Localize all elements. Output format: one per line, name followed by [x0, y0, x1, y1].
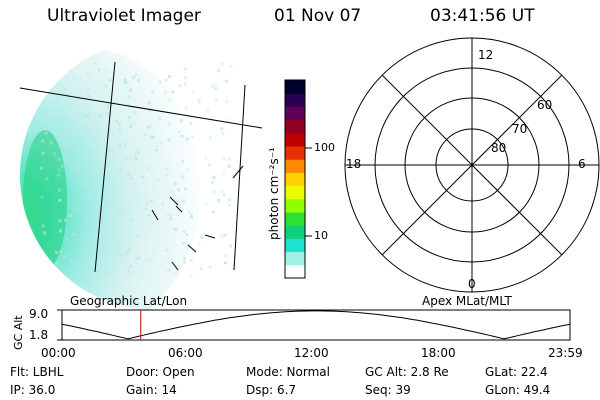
colorbar-segment [285, 159, 305, 173]
time-tick-1800: 18:00 [421, 346, 456, 360]
colorbar-segment [285, 146, 305, 160]
colorbar-segment [285, 212, 305, 226]
colorbar-segment [285, 119, 305, 134]
colorbar-tick-10: 10 [314, 229, 328, 242]
time-tick-2359: 23:59 [548, 346, 583, 360]
info-filter: Flt: LBHL [10, 365, 64, 379]
colorbar-segment [285, 93, 305, 107]
colorbar-unit-label: photon cm⁻²s⁻¹ [267, 147, 281, 240]
mlat-label-70: 70 [512, 122, 527, 136]
instrument-title: Ultraviolet Imager [47, 6, 201, 26]
image-caption: Geographic Lat/Lon [70, 294, 188, 308]
info-door: Door: Open [126, 365, 195, 379]
info-ip: IP: 36.0 [10, 383, 56, 397]
info-glat: GLat: 22.4 [485, 365, 548, 379]
info-seq: Seq: 39 [365, 383, 411, 397]
info-gc-alt: GC Alt: 2.8 Re [365, 365, 449, 379]
colorbar-segment [285, 264, 305, 279]
mlt-label-18: 18 [346, 157, 361, 171]
mlt-label-6: 6 [578, 157, 586, 171]
colorbar-tick-100: 100 [314, 141, 335, 154]
colorbar-segment [285, 80, 305, 94]
info-mode: Mode: Normal [246, 365, 330, 379]
time-tick-0000: 00:00 [41, 346, 76, 360]
colorbar-segment [285, 198, 305, 213]
altitude-tick-1-8: 1.8 [29, 328, 48, 342]
mlat-label-80: 80 [491, 141, 506, 155]
uv-image [20, 50, 260, 310]
mlat-label-60: 60 [537, 98, 552, 112]
polar-plot [344, 37, 600, 293]
altitude-tick-9: 9.0 [29, 307, 48, 321]
polar-caption: Apex MLat/MLT [422, 294, 512, 308]
colorbar-segment [285, 225, 305, 239]
colorbar [284, 79, 306, 279]
altitude-plot [57, 309, 571, 341]
map-grid-lines [19, 61, 263, 273]
info-gain: Gain: 14 [126, 383, 177, 397]
altitude-axis-label: GC Alt [12, 315, 25, 350]
info-dsp: Dsp: 6.7 [246, 383, 297, 397]
colorbar-segment [285, 185, 305, 200]
info-glon: GLon: 49.4 [485, 383, 551, 397]
mlt-label-12: 12 [478, 48, 493, 62]
colorbar-segment [285, 251, 305, 266]
colorbar-segment [285, 172, 305, 187]
colorbar-segment [285, 106, 305, 121]
colorbar-segment [285, 238, 305, 253]
mlt-label-0: 0 [468, 277, 476, 291]
date-label: 01 Nov 07 [274, 6, 362, 26]
time-label: 03:41:56 UT [430, 6, 535, 26]
colorbar-segment [285, 132, 305, 147]
time-tick-0600: 06:00 [168, 346, 203, 360]
time-tick-1200: 12:00 [294, 346, 329, 360]
